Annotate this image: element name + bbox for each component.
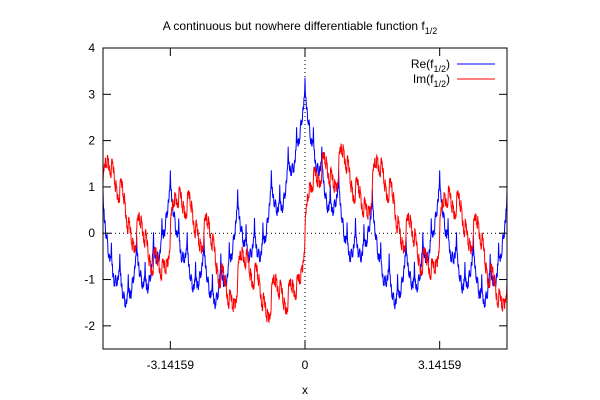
y-tick-label: 1: [88, 180, 95, 194]
legend-label-re: Re(f1/2): [411, 57, 450, 74]
y-tick-label: -1: [84, 273, 95, 287]
chart-title-sub: 1/2: [425, 26, 438, 36]
legend: Re(f1/2)Im(f1/2): [411, 57, 495, 89]
series-line-re: [102, 77, 508, 310]
y-tick-label: 3: [88, 87, 95, 101]
series-layer: [102, 77, 508, 324]
x-tick-label: 0: [302, 358, 309, 372]
chart-title-main: A continuous but nowhere differentiable …: [163, 19, 426, 33]
chart-title: A continuous but nowhere differentiable …: [163, 19, 437, 36]
y-tick-label: 2: [88, 134, 95, 148]
x-tick-label: -3.14159: [147, 358, 195, 372]
series-line-im: [102, 142, 508, 324]
y-tick-label: -2: [84, 319, 95, 333]
y-tick-label: 4: [88, 41, 95, 55]
y-tick-label: 0: [88, 226, 95, 240]
x-axis-label: x: [302, 383, 308, 397]
legend-label-im: Im(f1/2): [413, 72, 450, 89]
x-tick-label: 3.14159: [418, 358, 462, 372]
ticks-layer: -2 -1 0 1 2 3 4 -3.14159 0 3.14159: [84, 41, 507, 372]
